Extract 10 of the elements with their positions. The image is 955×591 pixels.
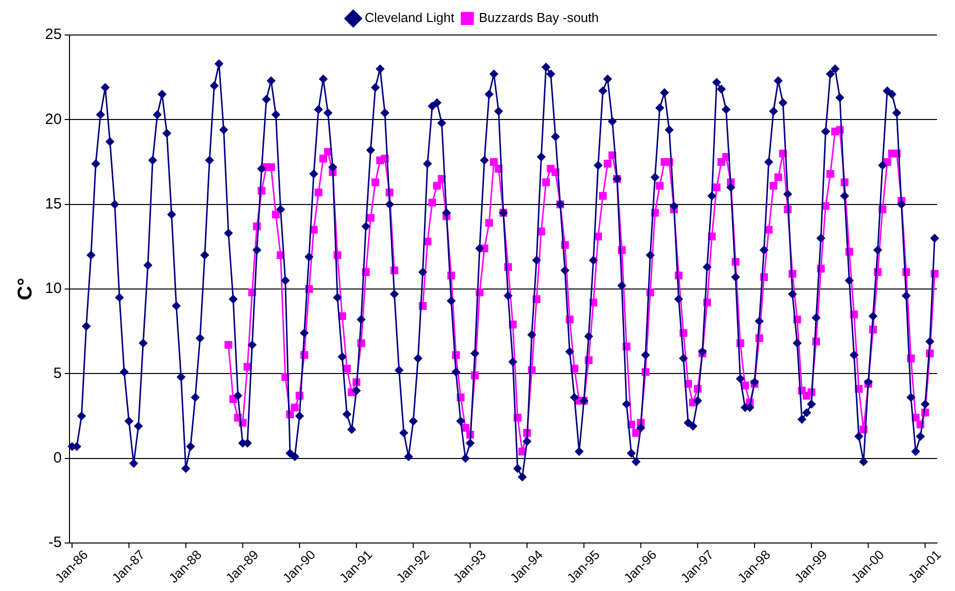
y-tick-label: 25: [44, 26, 62, 44]
legend-label: Buzzards Bay -south: [478, 10, 599, 26]
y-tick-label: 15: [44, 195, 62, 212]
y-tick-label: 0: [53, 449, 62, 466]
y-tick-label: 20: [44, 110, 62, 128]
y-tick-label: -5: [48, 534, 62, 552]
y-tick-label: 10: [44, 280, 62, 298]
legend-label: Cleveland Light: [364, 10, 455, 26]
y-tick-label: 5: [53, 364, 62, 382]
y-axis-title: C°: [14, 278, 37, 300]
